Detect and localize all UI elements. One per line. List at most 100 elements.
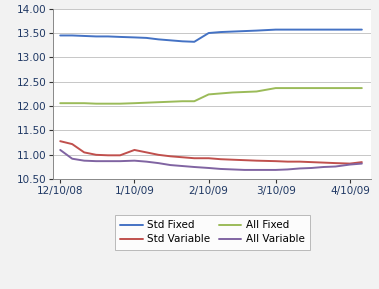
Std Variable	[218, 158, 223, 161]
All Fixed	[94, 102, 99, 105]
Std Fixed	[180, 40, 185, 43]
All Variable	[82, 159, 86, 162]
Std Variable	[70, 142, 75, 146]
Std Fixed	[132, 36, 137, 39]
All Variable	[168, 163, 172, 167]
Std Fixed	[254, 29, 259, 32]
All Fixed	[70, 101, 75, 105]
Std Variable	[156, 153, 161, 157]
Line: Std Fixed: Std Fixed	[60, 29, 362, 42]
All Variable	[348, 163, 352, 166]
Line: All Fixed: All Fixed	[60, 88, 362, 104]
Line: Std Variable: Std Variable	[60, 141, 362, 164]
All Variable	[144, 160, 149, 163]
Std Variable	[144, 151, 149, 154]
All Fixed	[218, 92, 223, 95]
All Variable	[218, 167, 223, 171]
All Variable	[207, 166, 211, 170]
Line: All Variable: All Variable	[60, 150, 362, 170]
All Variable	[70, 157, 75, 160]
Std Variable	[180, 155, 185, 159]
Std Variable	[230, 158, 235, 162]
Std Fixed	[144, 36, 149, 40]
Std Fixed	[360, 28, 364, 31]
Std Fixed	[298, 28, 302, 31]
Std Fixed	[192, 40, 197, 44]
Std Fixed	[309, 28, 314, 31]
Std Fixed	[118, 35, 122, 39]
Std Variable	[132, 148, 137, 152]
All Fixed	[242, 90, 247, 94]
All Fixed	[168, 100, 172, 103]
Std Variable	[168, 155, 172, 158]
Std Variable	[82, 151, 86, 154]
Std Fixed	[230, 30, 235, 33]
All Variable	[106, 160, 110, 163]
Std Fixed	[106, 35, 110, 38]
All Fixed	[333, 86, 338, 90]
Std Variable	[58, 140, 63, 143]
Std Fixed	[285, 28, 290, 31]
All Variable	[180, 164, 185, 168]
Std Fixed	[168, 39, 172, 42]
All Fixed	[106, 102, 110, 105]
All Variable	[242, 168, 247, 172]
Std Variable	[273, 160, 278, 163]
Std Variable	[192, 157, 197, 160]
Std Fixed	[82, 34, 86, 38]
Std Variable	[298, 160, 302, 163]
Std Variable	[321, 161, 326, 164]
Std Fixed	[321, 28, 326, 31]
All Fixed	[118, 102, 122, 105]
Std Fixed	[70, 34, 75, 37]
Std Fixed	[218, 30, 223, 34]
Std Fixed	[333, 28, 338, 31]
All Variable	[192, 165, 197, 169]
All Fixed	[309, 86, 314, 90]
All Fixed	[132, 101, 137, 105]
All Variable	[298, 167, 302, 170]
All Fixed	[360, 86, 364, 90]
Std Fixed	[58, 34, 63, 37]
All Fixed	[192, 99, 197, 103]
Std Variable	[254, 159, 259, 162]
All Variable	[309, 166, 314, 170]
Std Variable	[207, 157, 211, 160]
Std Fixed	[273, 28, 278, 31]
Std Variable	[118, 153, 122, 157]
All Fixed	[348, 86, 352, 90]
Std Fixed	[156, 38, 161, 41]
All Variable	[156, 161, 161, 165]
All Fixed	[254, 90, 259, 93]
Legend: Std Fixed, Std Variable, All Fixed, All Variable: Std Fixed, Std Variable, All Fixed, All …	[115, 215, 310, 250]
All Variable	[273, 168, 278, 172]
Std Variable	[309, 160, 314, 164]
All Variable	[254, 168, 259, 172]
Std Variable	[333, 161, 338, 165]
All Fixed	[207, 93, 211, 96]
Std Variable	[106, 153, 110, 157]
All Fixed	[144, 101, 149, 104]
All Variable	[333, 165, 338, 168]
All Fixed	[321, 86, 326, 90]
Std Fixed	[207, 31, 211, 35]
Std Variable	[348, 162, 352, 165]
All Variable	[132, 159, 137, 162]
All Variable	[230, 168, 235, 171]
Std Variable	[94, 153, 99, 157]
All Variable	[321, 165, 326, 169]
Std Variable	[360, 160, 364, 164]
All Fixed	[180, 99, 185, 103]
Std Variable	[242, 158, 247, 162]
All Fixed	[285, 86, 290, 90]
All Variable	[285, 168, 290, 171]
All Fixed	[298, 86, 302, 90]
All Variable	[58, 148, 63, 152]
All Variable	[94, 160, 99, 163]
All Fixed	[82, 101, 86, 105]
All Variable	[360, 162, 364, 165]
Std Fixed	[242, 29, 247, 33]
All Variable	[118, 160, 122, 163]
All Fixed	[273, 86, 278, 90]
All Fixed	[58, 101, 63, 105]
